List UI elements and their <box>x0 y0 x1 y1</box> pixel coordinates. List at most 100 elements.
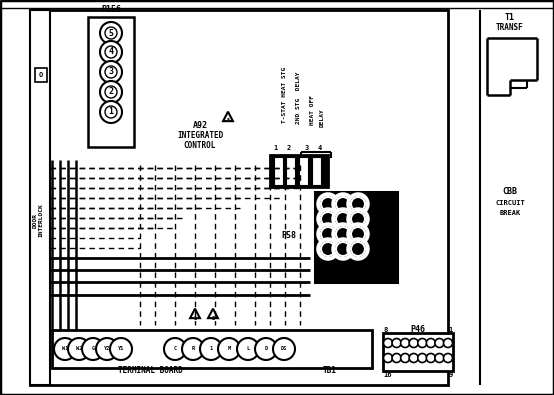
Circle shape <box>336 242 350 256</box>
Text: 16: 16 <box>383 372 392 378</box>
Text: 0: 0 <box>356 245 361 254</box>
Text: O: O <box>39 72 43 78</box>
Bar <box>35 68 47 82</box>
Text: CBB: CBB <box>502 188 517 196</box>
Bar <box>30 10 448 385</box>
Circle shape <box>100 22 122 44</box>
Text: TB1: TB1 <box>323 366 337 375</box>
Circle shape <box>435 354 444 363</box>
Text: D: D <box>264 346 268 352</box>
Circle shape <box>427 339 435 348</box>
Circle shape <box>409 354 418 363</box>
Text: P46: P46 <box>411 325 425 335</box>
Circle shape <box>444 339 453 348</box>
Circle shape <box>100 41 122 63</box>
Text: Y2: Y2 <box>104 346 110 352</box>
Text: TRANSF: TRANSF <box>496 23 524 32</box>
Circle shape <box>349 240 367 258</box>
Circle shape <box>100 81 122 103</box>
Text: 9: 9 <box>326 229 331 239</box>
Text: T-STAT HEAT STG: T-STAT HEAT STG <box>283 67 288 123</box>
Circle shape <box>321 212 335 226</box>
Circle shape <box>392 354 401 363</box>
Circle shape <box>349 195 367 213</box>
Text: 1: 1 <box>274 145 278 151</box>
Bar <box>286 157 295 185</box>
Bar <box>270 155 328 187</box>
Text: CONTROL: CONTROL <box>184 141 216 150</box>
Bar <box>315 192 397 282</box>
Circle shape <box>333 194 353 214</box>
Circle shape <box>319 210 337 228</box>
Bar <box>274 157 283 185</box>
Text: 3: 3 <box>326 199 331 209</box>
Text: 8: 8 <box>341 229 346 239</box>
Text: C: C <box>173 346 177 352</box>
Text: R: R <box>192 346 194 352</box>
Circle shape <box>392 339 401 348</box>
Text: 5: 5 <box>341 214 346 224</box>
Bar <box>52 330 372 368</box>
Circle shape <box>318 239 338 259</box>
Text: 4: 4 <box>318 145 322 151</box>
Text: 2: 2 <box>341 199 346 209</box>
Text: 1: 1 <box>193 316 197 320</box>
Polygon shape <box>190 309 200 318</box>
Text: BREAK: BREAK <box>499 210 521 216</box>
Circle shape <box>418 354 427 363</box>
Text: L: L <box>247 346 249 352</box>
Circle shape <box>383 339 392 348</box>
Text: 1: 1 <box>449 327 453 333</box>
Circle shape <box>318 209 338 229</box>
Circle shape <box>321 197 335 211</box>
Circle shape <box>321 242 335 256</box>
Text: 2: 2 <box>287 145 291 151</box>
Bar <box>312 157 321 185</box>
Circle shape <box>100 101 122 123</box>
Circle shape <box>273 338 295 360</box>
Text: HEAT OFF: HEAT OFF <box>310 95 315 125</box>
Circle shape <box>351 242 365 256</box>
Text: Y1: Y1 <box>118 346 124 352</box>
Text: DS: DS <box>281 346 287 352</box>
Circle shape <box>418 339 427 348</box>
Circle shape <box>409 339 418 348</box>
Circle shape <box>334 225 352 243</box>
Circle shape <box>334 240 352 258</box>
Circle shape <box>110 338 132 360</box>
Circle shape <box>68 338 90 360</box>
Circle shape <box>336 212 350 226</box>
Circle shape <box>334 195 352 213</box>
Polygon shape <box>208 309 218 318</box>
Circle shape <box>100 61 122 83</box>
Text: 8: 8 <box>383 327 387 333</box>
Circle shape <box>351 212 365 226</box>
Text: 5: 5 <box>227 117 229 122</box>
Circle shape <box>333 224 353 244</box>
Circle shape <box>164 338 186 360</box>
Text: W1: W1 <box>62 346 68 352</box>
Text: DOOR
INTERLOCK: DOOR INTERLOCK <box>33 203 43 237</box>
Text: 1: 1 <box>356 199 361 209</box>
Text: 5: 5 <box>109 28 114 38</box>
Circle shape <box>182 338 204 360</box>
Circle shape <box>336 227 350 241</box>
Circle shape <box>427 354 435 363</box>
Circle shape <box>105 106 117 118</box>
Text: T1: T1 <box>505 13 515 23</box>
Circle shape <box>318 224 338 244</box>
Polygon shape <box>223 112 233 121</box>
Circle shape <box>218 338 240 360</box>
Text: P58: P58 <box>281 231 296 239</box>
Circle shape <box>401 354 409 363</box>
Circle shape <box>333 209 353 229</box>
Text: TERMINAL BOARD: TERMINAL BOARD <box>117 366 182 375</box>
Circle shape <box>348 224 368 244</box>
Text: DELAY: DELAY <box>320 109 325 127</box>
Text: 1: 1 <box>341 245 346 254</box>
Text: 1: 1 <box>209 346 213 352</box>
Bar <box>88 17 134 147</box>
Text: 1: 1 <box>109 107 114 117</box>
Circle shape <box>444 354 453 363</box>
Circle shape <box>333 239 353 259</box>
